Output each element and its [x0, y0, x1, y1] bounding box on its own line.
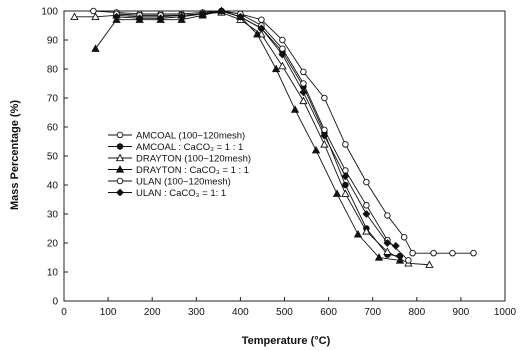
legend-item: DRAYTON : CaCO₃ = 1 : 1 — [108, 165, 249, 176]
x-tick-label: 300 — [188, 307, 205, 318]
data-point — [299, 88, 308, 97]
data-point — [258, 16, 265, 23]
legend-label: AMCOAL (100~120mesh) — [136, 131, 245, 142]
x-tick-label: 700 — [364, 307, 381, 318]
x-axis-title: Temperature (°C) — [242, 335, 331, 347]
data-point — [290, 105, 300, 113]
data-point — [384, 212, 391, 219]
data-point — [374, 253, 384, 261]
data-point — [405, 257, 412, 264]
y-axis-title: Mass Percentage (%) — [9, 100, 21, 210]
data-point — [383, 239, 392, 247]
data-point — [135, 14, 144, 23]
data-point — [198, 9, 207, 18]
x-tick-label: 600 — [320, 307, 337, 318]
data-point — [395, 256, 405, 264]
y-tick-label: 30 — [47, 210, 59, 221]
plot-area: 0 100 200 300 400 500 600 700 800 900 1000 0 10 20 30 4… — [41, 7, 516, 319]
y-tick-label: 50 — [47, 152, 59, 163]
data-point — [91, 44, 100, 52]
data-point — [341, 172, 350, 181]
legend-item: AMCOAL : CaCO₃ = 1 : 1 — [108, 142, 243, 153]
x-tick-label: 900 — [453, 307, 470, 318]
x-tick-label: 200 — [144, 307, 161, 318]
data-point — [257, 24, 266, 33]
legend-item: AMCOAL (100~120mesh) — [108, 131, 245, 142]
data-point — [236, 12, 245, 21]
legend-label: ULAN (100~120mesh) — [136, 177, 231, 188]
legend-label: AMCOAL : CaCO₃ = 1 : 1 — [136, 142, 243, 153]
x-tick-label: 0 — [61, 307, 67, 318]
data-point — [409, 249, 416, 257]
data-point — [342, 181, 349, 189]
data-point — [299, 96, 308, 105]
legend-label: DRAYTON : CaCO₃ = 1 : 1 — [136, 165, 249, 176]
y-tick-label: 70 — [47, 94, 59, 105]
y-tick-label: 90 — [47, 36, 59, 47]
data-point — [362, 227, 371, 235]
legend-marker — [116, 143, 124, 150]
data-point — [391, 241, 400, 250]
series-3 — [70, 8, 434, 268]
data-point — [156, 14, 165, 23]
data-point — [449, 249, 456, 257]
data-point — [177, 12, 186, 21]
data-point — [300, 68, 307, 76]
legend-label: ULAN : CaCO₃ = 1: 1 — [136, 188, 226, 199]
data-point — [321, 94, 328, 102]
legend-label: DRAYTON (100~120mesh) — [136, 154, 251, 165]
data-point — [271, 64, 281, 73]
data-point — [341, 189, 350, 197]
y-tick-label: 10 — [47, 268, 59, 279]
data-point — [430, 249, 437, 257]
x-tick-label: 100 — [100, 307, 117, 318]
data-point — [278, 50, 287, 59]
x-tick-label: 400 — [232, 307, 249, 318]
y-tick-label: 100 — [41, 7, 58, 18]
series-line — [116, 10, 396, 247]
legend-item: DRAYTON (100~120mesh) — [108, 154, 251, 165]
legend-marker — [116, 188, 124, 197]
y-tick-label: 20 — [47, 239, 59, 250]
data-point — [91, 12, 100, 20]
data-point — [362, 210, 371, 218]
y-tick-label: 80 — [47, 65, 59, 76]
data-point — [90, 7, 97, 15]
data-point — [320, 140, 329, 148]
y-tick-label: 0 — [52, 297, 58, 308]
legend-marker — [116, 177, 124, 185]
x-tick-label: 500 — [276, 307, 293, 318]
data-point — [470, 249, 477, 257]
data-point — [300, 80, 307, 87]
legend-marker — [115, 165, 125, 173]
legend-marker — [116, 131, 124, 139]
data-point — [363, 202, 370, 209]
legend-item: ULAN : CaCO₃ = 1: 1 — [108, 188, 226, 199]
x-tick-label: 800 — [408, 307, 425, 318]
y-tick-label: 60 — [47, 123, 59, 134]
data-point — [320, 131, 329, 140]
x-tick-label: 1000 — [494, 307, 517, 318]
data-point — [253, 29, 262, 38]
data-point — [70, 12, 79, 20]
data-point — [278, 61, 287, 70]
data-point — [383, 247, 392, 255]
data-point — [217, 7, 226, 15]
data-point — [112, 12, 121, 21]
data-point — [400, 233, 408, 241]
data-point — [425, 260, 434, 268]
series-line — [74, 11, 430, 266]
series-line — [95, 10, 401, 261]
data-point — [342, 141, 349, 148]
legend-marker — [115, 153, 125, 162]
data-point — [332, 189, 342, 197]
y-tick-label: 40 — [47, 181, 59, 192]
data-point — [353, 229, 363, 238]
data-point — [311, 145, 321, 154]
series-6 — [112, 7, 400, 250]
data-point — [363, 178, 370, 186]
legend-item: ULAN (100~120mesh) — [108, 177, 231, 188]
data-point — [279, 36, 286, 44]
